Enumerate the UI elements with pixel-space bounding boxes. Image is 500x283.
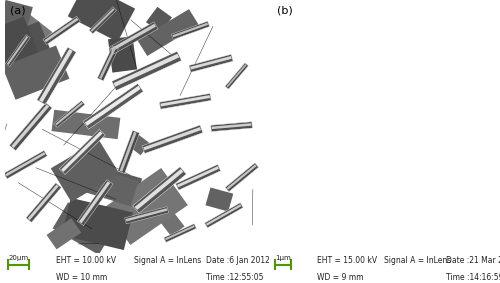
Polygon shape: [7, 36, 28, 65]
Polygon shape: [89, 7, 117, 34]
Polygon shape: [212, 123, 252, 129]
Polygon shape: [226, 64, 246, 87]
Polygon shape: [114, 54, 179, 87]
Polygon shape: [2, 46, 70, 100]
Polygon shape: [118, 130, 140, 173]
Polygon shape: [138, 184, 184, 236]
Polygon shape: [26, 183, 62, 222]
Polygon shape: [120, 132, 136, 172]
Polygon shape: [142, 125, 203, 153]
Polygon shape: [43, 16, 80, 45]
Text: Signal A = InLens: Signal A = InLens: [134, 256, 201, 265]
Polygon shape: [12, 104, 49, 148]
Polygon shape: [54, 101, 85, 127]
Polygon shape: [61, 131, 102, 172]
Polygon shape: [225, 63, 248, 89]
Polygon shape: [190, 56, 232, 70]
Polygon shape: [62, 198, 133, 250]
Polygon shape: [4, 151, 48, 179]
Polygon shape: [99, 47, 116, 79]
Polygon shape: [98, 46, 118, 81]
Polygon shape: [206, 187, 234, 212]
Polygon shape: [77, 180, 113, 226]
Polygon shape: [124, 207, 168, 224]
Polygon shape: [189, 54, 233, 72]
Polygon shape: [68, 0, 135, 42]
Polygon shape: [51, 140, 120, 202]
Polygon shape: [138, 9, 199, 56]
Polygon shape: [176, 164, 220, 190]
Polygon shape: [6, 35, 30, 67]
Polygon shape: [60, 129, 105, 175]
Polygon shape: [23, 21, 60, 79]
Polygon shape: [46, 218, 82, 249]
Polygon shape: [37, 47, 76, 105]
Polygon shape: [226, 163, 258, 192]
Polygon shape: [144, 127, 201, 150]
Polygon shape: [164, 224, 196, 242]
Polygon shape: [204, 203, 243, 228]
Polygon shape: [206, 204, 242, 226]
Polygon shape: [177, 166, 219, 187]
Polygon shape: [90, 165, 142, 194]
Polygon shape: [72, 163, 138, 206]
Polygon shape: [28, 185, 58, 220]
Polygon shape: [44, 18, 78, 42]
Polygon shape: [90, 8, 114, 32]
Polygon shape: [226, 164, 256, 190]
Text: Time :12:55:05: Time :12:55:05: [206, 273, 264, 282]
Polygon shape: [85, 86, 140, 126]
Polygon shape: [39, 49, 72, 102]
Polygon shape: [160, 95, 210, 106]
Text: Date :6 Jan 2012: Date :6 Jan 2012: [206, 256, 270, 265]
Polygon shape: [10, 103, 52, 151]
Text: 20μm: 20μm: [8, 255, 28, 261]
Polygon shape: [108, 36, 137, 73]
Polygon shape: [55, 102, 83, 125]
Polygon shape: [0, 0, 33, 46]
Polygon shape: [132, 167, 186, 213]
Text: EHT = 15.00 kV: EHT = 15.00 kV: [317, 256, 377, 265]
Polygon shape: [110, 22, 158, 54]
Polygon shape: [160, 93, 211, 109]
Polygon shape: [165, 225, 195, 240]
Polygon shape: [112, 51, 182, 91]
Polygon shape: [134, 169, 184, 210]
Text: WD = 9 mm: WD = 9 mm: [317, 273, 364, 282]
Polygon shape: [0, 17, 40, 77]
Polygon shape: [129, 135, 150, 155]
Text: (a): (a): [10, 5, 26, 15]
Polygon shape: [79, 181, 110, 223]
Polygon shape: [0, 3, 52, 65]
Text: EHT = 10.00 kV: EHT = 10.00 kV: [56, 256, 116, 265]
Polygon shape: [172, 23, 208, 37]
Polygon shape: [126, 208, 167, 221]
Polygon shape: [172, 21, 209, 40]
Text: 1μm: 1μm: [275, 255, 291, 261]
Polygon shape: [146, 7, 172, 33]
Polygon shape: [83, 83, 144, 129]
Polygon shape: [6, 152, 46, 176]
Text: Signal A = InLens: Signal A = InLens: [384, 256, 451, 265]
Polygon shape: [104, 168, 188, 245]
Text: Time :14:16:59: Time :14:16:59: [446, 273, 500, 282]
Text: WD = 10 mm: WD = 10 mm: [56, 273, 108, 282]
Text: (b): (b): [277, 5, 292, 15]
Polygon shape: [211, 122, 252, 132]
Text: Date :21 Mar 2012: Date :21 Mar 2012: [446, 256, 500, 265]
Polygon shape: [52, 110, 120, 139]
Polygon shape: [111, 24, 156, 51]
Polygon shape: [52, 202, 114, 255]
